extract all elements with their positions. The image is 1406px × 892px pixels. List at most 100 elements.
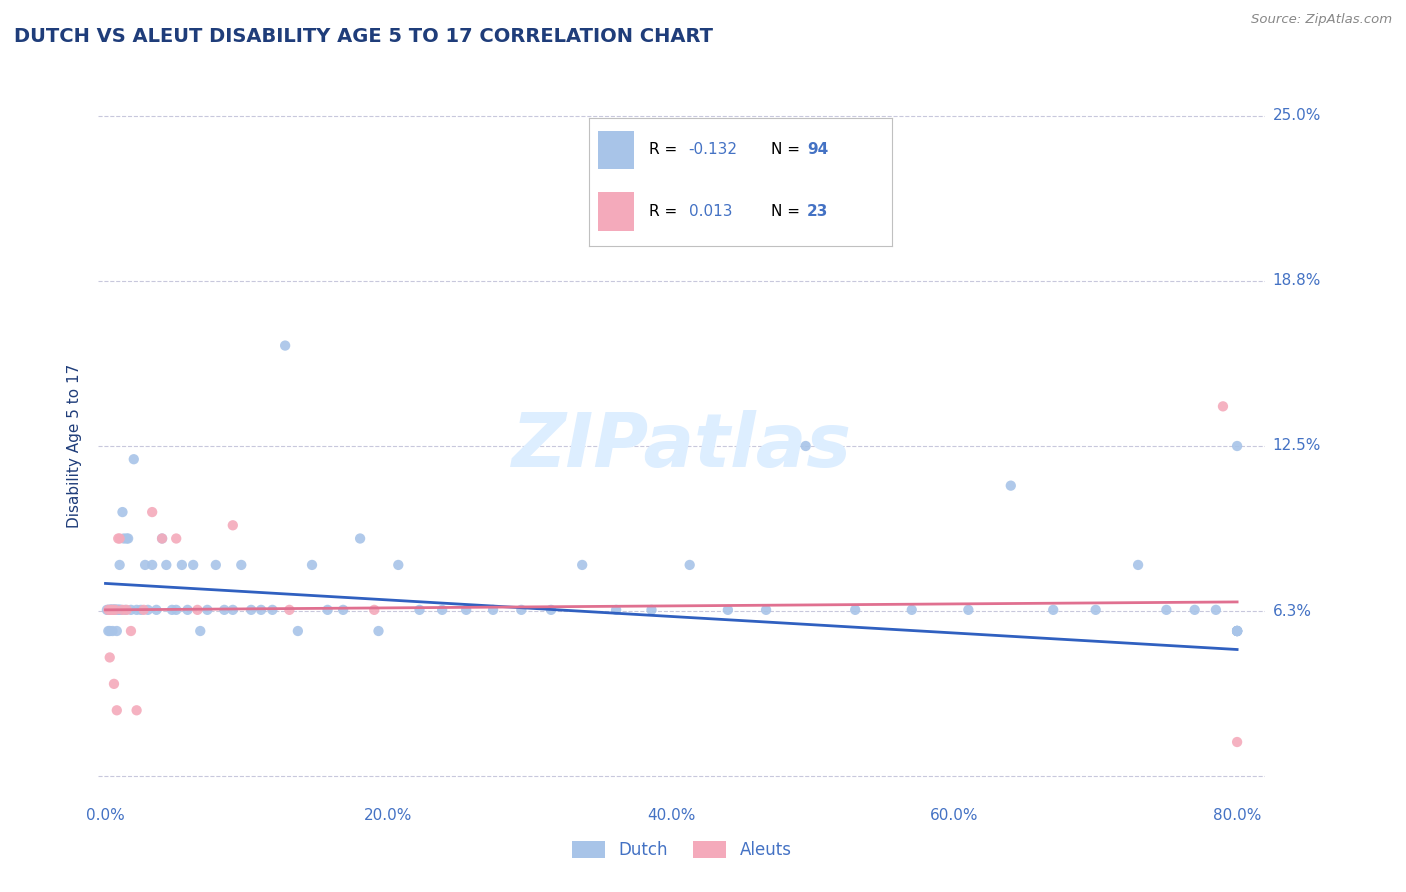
Point — [957, 603, 980, 617]
Point — [155, 558, 177, 572]
Point — [278, 603, 301, 617]
Point — [115, 603, 138, 617]
Point — [125, 703, 148, 717]
Text: 6.3%: 6.3% — [1272, 604, 1312, 619]
Point — [120, 624, 142, 638]
Point — [98, 650, 121, 665]
Point — [186, 603, 208, 617]
Point — [640, 603, 662, 617]
Point — [104, 603, 127, 617]
Point — [1226, 624, 1249, 638]
Point — [1126, 558, 1149, 572]
Point — [107, 532, 129, 546]
Point — [1212, 400, 1234, 414]
Point — [1205, 603, 1227, 617]
Point — [482, 603, 505, 617]
Point — [104, 603, 127, 617]
Point — [679, 558, 702, 572]
Point — [97, 624, 120, 638]
Point — [250, 603, 273, 617]
Point — [571, 558, 593, 572]
Point — [112, 532, 135, 546]
Point — [1226, 624, 1249, 638]
Point — [108, 532, 131, 546]
Point — [1226, 735, 1249, 749]
Point — [100, 603, 122, 617]
Point — [387, 558, 409, 572]
Point — [510, 603, 533, 617]
Point — [165, 603, 187, 617]
Point — [141, 558, 163, 572]
Point — [105, 624, 128, 638]
Point — [231, 558, 253, 572]
Point — [332, 603, 354, 617]
Point — [205, 558, 228, 572]
Point — [120, 603, 142, 617]
Point — [141, 505, 163, 519]
Point — [97, 603, 120, 617]
Point — [165, 532, 187, 546]
Text: Source: ZipAtlas.com: Source: ZipAtlas.com — [1251, 13, 1392, 27]
Point — [222, 603, 245, 617]
Point — [108, 558, 131, 572]
Point — [100, 603, 122, 617]
Point — [301, 558, 323, 572]
Point — [1042, 603, 1064, 617]
Point — [96, 603, 118, 617]
Point — [111, 505, 134, 519]
Point — [101, 624, 124, 638]
Point — [103, 603, 125, 617]
Point — [605, 603, 627, 617]
Point — [115, 532, 138, 546]
Point — [222, 518, 245, 533]
Point — [1156, 603, 1178, 617]
Text: 0.013: 0.013 — [689, 204, 733, 219]
Point — [188, 624, 211, 638]
Point — [117, 532, 139, 546]
Point — [181, 558, 204, 572]
Point — [1084, 603, 1107, 617]
Point — [150, 532, 173, 546]
Point — [1184, 603, 1206, 617]
Text: 94: 94 — [807, 143, 828, 157]
Point — [408, 603, 430, 617]
Point — [145, 603, 167, 617]
Point — [98, 624, 121, 638]
Point — [1226, 624, 1249, 638]
Point — [98, 603, 121, 617]
Point — [105, 603, 128, 617]
Text: 12.5%: 12.5% — [1272, 439, 1320, 453]
Point — [108, 603, 131, 617]
Point — [349, 532, 371, 546]
Point — [900, 603, 922, 617]
Point — [262, 603, 284, 617]
Point — [1226, 624, 1249, 638]
Point — [430, 603, 453, 617]
Point — [794, 439, 817, 453]
Point — [98, 603, 121, 617]
Point — [195, 603, 218, 617]
Text: 18.8%: 18.8% — [1272, 273, 1320, 288]
Point — [136, 603, 159, 617]
Point — [103, 603, 125, 617]
Point — [101, 603, 124, 617]
Point — [114, 603, 136, 617]
Text: DUTCH VS ALEUT DISABILITY AGE 5 TO 17 CORRELATION CHART: DUTCH VS ALEUT DISABILITY AGE 5 TO 17 CO… — [14, 27, 713, 45]
Point — [316, 603, 339, 617]
Point — [101, 603, 124, 617]
Point — [540, 603, 562, 617]
Point — [108, 603, 131, 617]
Point — [240, 603, 263, 617]
Point — [214, 603, 236, 617]
FancyBboxPatch shape — [598, 130, 634, 169]
Point — [105, 603, 128, 617]
FancyBboxPatch shape — [598, 193, 634, 231]
Point — [105, 703, 128, 717]
Point — [132, 603, 155, 617]
Point — [107, 603, 129, 617]
Point — [160, 603, 183, 617]
Point — [122, 452, 145, 467]
Text: -0.132: -0.132 — [689, 143, 738, 157]
Point — [1226, 439, 1249, 453]
Text: R =: R = — [650, 204, 682, 219]
